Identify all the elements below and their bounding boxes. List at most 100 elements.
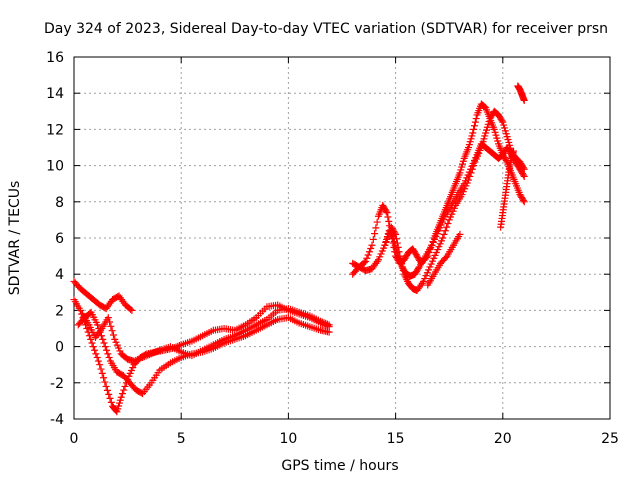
data-point: [99, 335, 107, 343]
data-point: [135, 355, 143, 363]
series-8: [497, 147, 518, 231]
data-point: [149, 349, 157, 357]
data-point: [498, 117, 506, 125]
data-point: [145, 351, 153, 359]
y-tick-label: 8: [55, 195, 64, 211]
y-tick-label: 6: [55, 231, 64, 247]
data-point: [139, 353, 147, 361]
data-point: [392, 245, 400, 253]
data-point: [103, 386, 111, 394]
series-6: [381, 140, 528, 280]
data-point: [137, 389, 145, 397]
data-point: [118, 390, 126, 398]
data-point: [363, 254, 371, 262]
axis-ticks: 0 5 10 15 20 25 -4 -2 0 2 4 6 8 10 12 14 16: [46, 50, 619, 447]
x-axis-label: GPS time / hours: [281, 458, 398, 474]
data-point: [322, 319, 330, 327]
y-tick-label: 16: [46, 50, 64, 66]
y-axis-label: SDTVAR / TECUs: [7, 181, 23, 296]
data-point: [382, 207, 390, 215]
data-point: [109, 331, 117, 339]
data-point: [470, 122, 478, 130]
y-tick-label: 0: [55, 340, 64, 356]
data-point: [140, 353, 148, 361]
data-point: [469, 129, 477, 137]
data-point: [444, 220, 452, 228]
data-point: [325, 321, 333, 329]
data-point: [471, 118, 479, 126]
y-tick-label: -4: [50, 412, 64, 428]
series-4: [349, 100, 528, 278]
data-point: [520, 198, 528, 206]
data-point: [154, 347, 162, 355]
data-point: [317, 317, 325, 325]
data-point: [107, 322, 115, 330]
data-point: [94, 321, 102, 329]
data-point: [510, 147, 518, 155]
data-point: [144, 351, 152, 359]
data-point: [89, 343, 97, 351]
data-point: [106, 394, 114, 402]
data-point: [120, 386, 128, 394]
data-points: [70, 82, 528, 416]
data-point: [100, 374, 108, 382]
data-point: [441, 227, 449, 235]
data-point: [520, 172, 528, 180]
x-tick-label: 5: [177, 431, 186, 447]
data-point: [519, 196, 527, 204]
data-point: [151, 348, 159, 356]
data-point: [91, 346, 99, 354]
data-point: [101, 378, 109, 386]
data-point: [152, 348, 160, 356]
data-point: [105, 353, 113, 361]
data-point: [100, 339, 108, 347]
data-point: [96, 361, 104, 369]
data-point: [130, 357, 138, 365]
data-point: [323, 320, 331, 328]
x-tick-label: 15: [387, 431, 405, 447]
y-tick-label: 2: [55, 303, 64, 319]
data-point: [364, 251, 372, 259]
y-tick-label: 14: [46, 86, 64, 102]
x-tick-label: 0: [70, 431, 79, 447]
data-point: [325, 328, 333, 336]
y-tick-label: 10: [46, 159, 64, 175]
data-point: [456, 230, 464, 238]
x-tick-label: 20: [494, 431, 512, 447]
data-point: [414, 264, 422, 272]
data-point: [365, 248, 373, 256]
data-point: [320, 319, 328, 327]
data-point: [470, 125, 478, 133]
data-point: [443, 223, 451, 231]
data-point: [442, 254, 450, 262]
data-point: [92, 350, 100, 358]
data-point: [383, 209, 391, 217]
data-point: [127, 305, 135, 313]
data-point: [85, 332, 93, 340]
data-point: [121, 382, 129, 390]
data-point: [104, 350, 112, 358]
data-point: [103, 346, 111, 354]
data-point: [440, 230, 448, 238]
data-point: [362, 258, 370, 266]
data-point: [391, 241, 399, 249]
data-point: [83, 325, 91, 332]
data-point: [98, 369, 106, 377]
series-2: [74, 308, 333, 398]
data-point: [371, 230, 379, 238]
data-point: [137, 354, 145, 362]
x-tick-label: 10: [279, 431, 297, 447]
data-point: [384, 213, 392, 221]
data-point: [133, 356, 141, 364]
chart-title: Day 324 of 2023, Sidereal Day-to-day VTE…: [44, 21, 608, 37]
data-point: [389, 233, 397, 241]
data-point: [373, 218, 381, 226]
data-point: [107, 398, 115, 406]
data-point: [480, 102, 488, 110]
series-3: [79, 305, 333, 365]
grid-lines: [74, 57, 610, 419]
data-point: [389, 234, 397, 242]
y-tick-label: -2: [50, 376, 64, 392]
data-point: [128, 306, 136, 314]
